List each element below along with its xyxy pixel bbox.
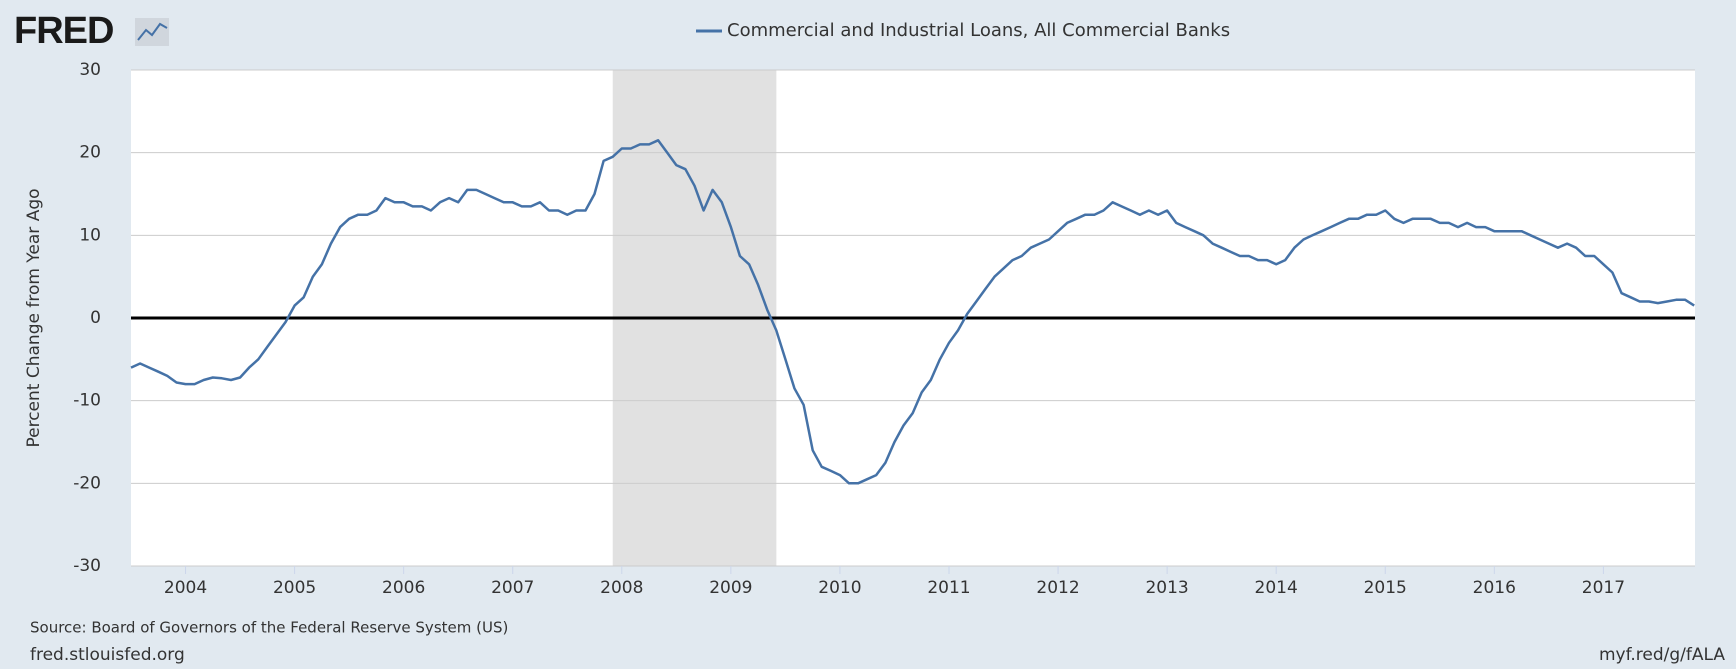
source: Source: Board of Governors of the Federa…: [30, 619, 508, 637]
x-tick-label: 2004: [164, 578, 207, 598]
y-tick-label: 30: [79, 60, 101, 80]
x-tick-label: 2011: [927, 578, 970, 598]
legend-label: Commercial and Industrial Loans, All Com…: [727, 20, 1230, 41]
site-link[interactable]: fred.stlouisfed.org: [30, 645, 185, 665]
x-tick-label: 2009: [709, 578, 752, 598]
x-tick-label: 2006: [382, 578, 425, 598]
logo-icon-line: [137, 22, 168, 41]
y-tick-label: 0: [90, 308, 101, 328]
logo: FRED: [14, 10, 113, 52]
x-tick-label: 2008: [600, 578, 643, 598]
y-axis-label: Percent Change from Year Ago: [24, 188, 44, 447]
logo-icon-bg: [135, 18, 169, 46]
logo-icon: [135, 18, 169, 46]
x-tick-label: 2010: [818, 578, 861, 598]
y-tick-label: -10: [73, 391, 101, 411]
plot: [130, 69, 1695, 567]
y-tick-label: 10: [79, 225, 101, 245]
x-tick-label: 2007: [491, 578, 534, 598]
x-tick-label: 2016: [1473, 578, 1516, 598]
x-tick-label: 2012: [1036, 578, 1079, 598]
x-tick-label: 2017: [1582, 578, 1625, 598]
x-tick-label: 2005: [273, 578, 316, 598]
x-tick-label: 2013: [1145, 578, 1188, 598]
x-tick-label: 2015: [1364, 578, 1407, 598]
x-tick-label: 2014: [1255, 578, 1298, 598]
y-tick-label: -20: [73, 473, 101, 493]
short-link[interactable]: myf.red/g/fALA: [1599, 645, 1725, 665]
series-line: [130, 139, 1695, 485]
y-tick-label: 20: [79, 143, 101, 163]
y-tick-label: -30: [73, 556, 101, 576]
